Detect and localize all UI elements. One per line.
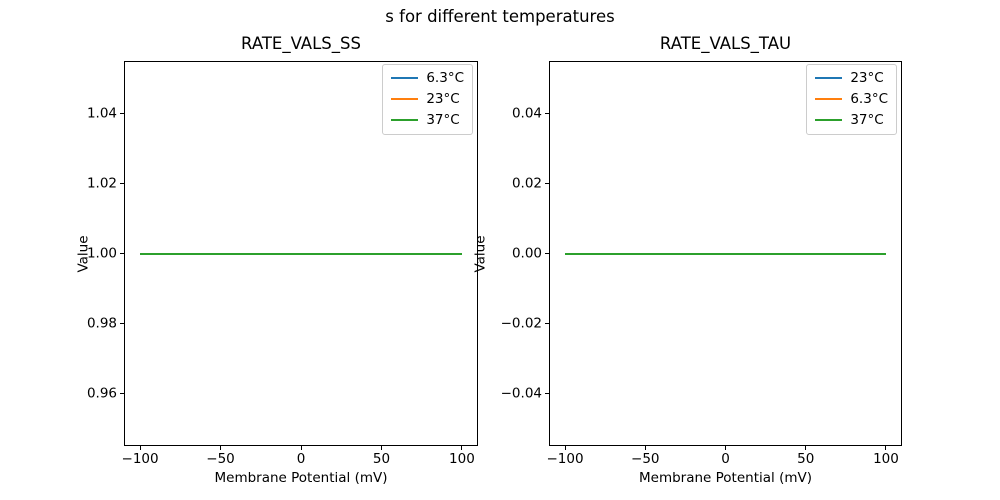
x-axis-label: Membrane Potential (mV) xyxy=(638,470,813,486)
x-tick xyxy=(885,446,887,450)
figure-suptitle: s for different temperatures xyxy=(385,7,615,26)
legend-line-sample xyxy=(815,98,843,101)
y-tick xyxy=(120,323,124,324)
legend-item: 6.3°C xyxy=(391,70,464,86)
y-axis-label: Value xyxy=(75,234,92,273)
x-tick xyxy=(380,446,382,450)
legend-item: 6.3°C xyxy=(815,91,888,107)
x-tick-label: 50 xyxy=(797,451,815,467)
x-tick xyxy=(564,446,566,450)
legend-line-sample xyxy=(815,77,843,80)
legend-label: 6.3°C xyxy=(850,91,888,108)
legend-item: 23°C xyxy=(815,70,888,86)
x-tick xyxy=(805,446,807,450)
x-tick xyxy=(644,446,646,450)
subplot-title-tau: RATE_VALS_TAU xyxy=(659,34,792,53)
y-tick xyxy=(545,393,549,394)
y-tick-label: 1.00 xyxy=(86,245,117,262)
x-tick xyxy=(220,446,222,450)
legend-line-sample xyxy=(391,77,419,80)
y-tick-label: 0.96 xyxy=(86,385,117,402)
series-line-37°C xyxy=(140,252,462,255)
x-tick-label: 0 xyxy=(296,451,306,467)
legend-item: 37°C xyxy=(391,112,464,128)
y-tick-label: 1.02 xyxy=(86,175,117,192)
x-tick-label: −50 xyxy=(206,451,235,467)
y-tick-label: 0.00 xyxy=(511,245,542,262)
x-tick-label: 0 xyxy=(721,451,730,467)
x-tick-label: 50 xyxy=(372,451,391,467)
x-tick-label: −50 xyxy=(631,451,660,467)
y-tick xyxy=(545,253,549,254)
y-tick-label: 1.04 xyxy=(86,105,117,122)
legend-line-sample xyxy=(815,119,843,122)
legend-label: 37°C xyxy=(426,112,460,129)
legend-line-sample xyxy=(391,98,419,101)
x-tick xyxy=(300,446,302,450)
y-tick-label: 0.02 xyxy=(511,175,542,192)
y-tick xyxy=(120,393,124,394)
subplot-title-ss: RATE_VALS_SS xyxy=(241,34,361,53)
series-line-37°C xyxy=(565,252,886,255)
y-tick xyxy=(120,113,124,114)
legend-item: 23°C xyxy=(391,91,464,107)
y-tick-label: −0.04 xyxy=(500,385,542,402)
legend-label: 6.3°C xyxy=(426,70,464,86)
legend-ss: 6.3°C 23°C 37°C xyxy=(382,64,473,135)
x-tick xyxy=(725,446,726,450)
y-tick-label: 0.04 xyxy=(511,105,542,122)
legend-label: 23°C xyxy=(426,91,460,108)
x-tick xyxy=(139,446,141,450)
legend-tau: 23°C 6.3°C 37°C xyxy=(806,64,897,135)
legend-label: 23°C xyxy=(850,70,884,86)
x-tick-label: 100 xyxy=(449,451,475,467)
y-axis-label: Value xyxy=(472,234,489,273)
legend-item: 37°C xyxy=(815,112,888,128)
legend-line-sample xyxy=(391,119,419,122)
x-tick-label: −100 xyxy=(121,451,159,467)
y-tick xyxy=(545,113,549,114)
x-axis-label: Membrane Potential (mV) xyxy=(214,470,388,486)
y-tick-label: −0.02 xyxy=(500,315,542,332)
y-tick-label: 0.98 xyxy=(86,315,117,332)
x-tick-label: −100 xyxy=(546,451,584,467)
legend-label: 37°C xyxy=(850,112,884,129)
y-tick xyxy=(120,253,124,254)
x-tick xyxy=(461,446,463,450)
y-tick xyxy=(545,183,549,184)
y-tick xyxy=(120,183,124,184)
y-tick xyxy=(545,323,549,324)
x-tick-label: 100 xyxy=(873,451,899,467)
